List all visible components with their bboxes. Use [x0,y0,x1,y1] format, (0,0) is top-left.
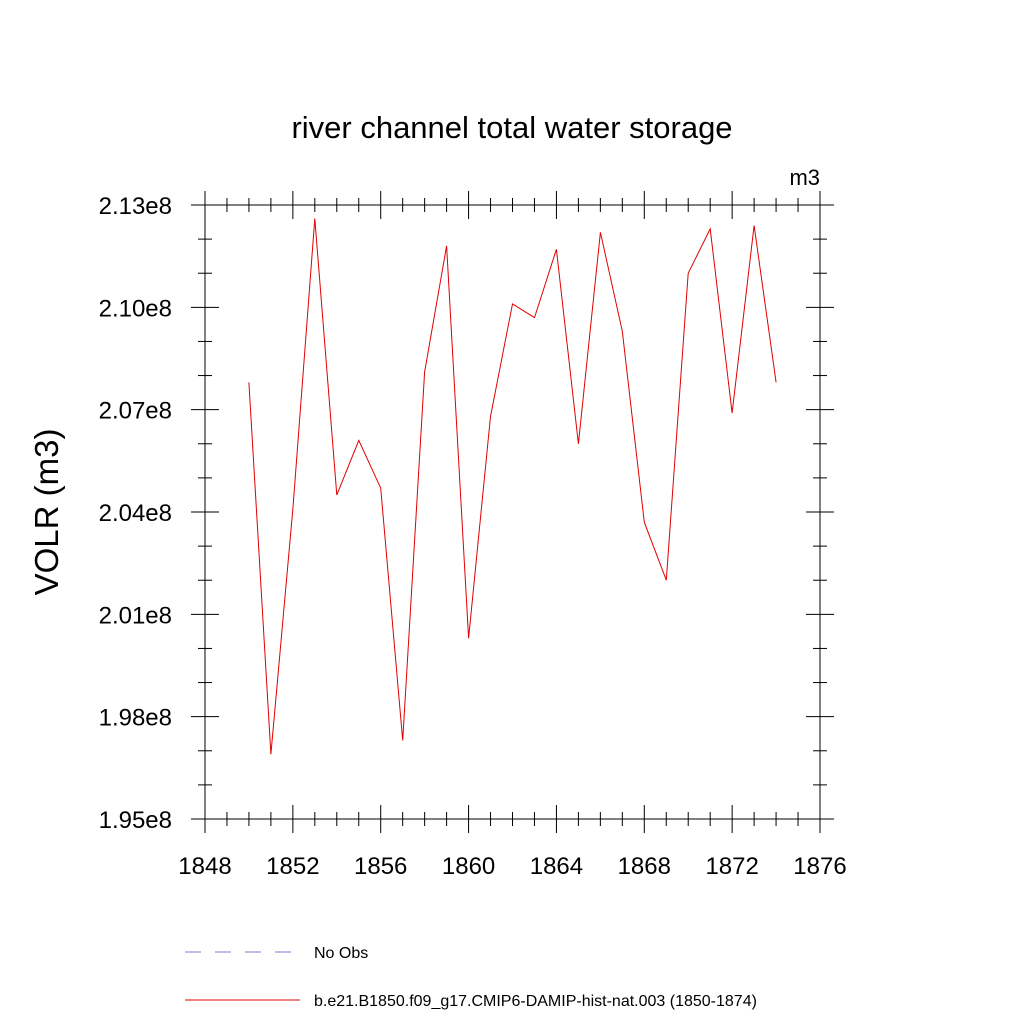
y-axis-label: VOLR (m3) [28,429,65,596]
units-label: m3 [789,165,820,190]
y-tick-label: 2.04e8 [99,500,172,527]
x-tick-label: 1848 [178,853,231,880]
legend-label-0: No Obs [314,945,368,962]
legend-label-1: b.e21.B1850.f09_g17.CMIP6-DAMIP-hist-nat… [314,993,757,1010]
chart-title: river channel total water storage [291,110,732,145]
x-tick-label: 1864 [530,853,583,880]
x-tick-label: 1876 [793,853,846,880]
series-line-1 [248,218,777,755]
x-tick-label: 1868 [618,853,671,880]
y-tick-label: 2.10e8 [99,295,172,322]
y-tick-label: 2.13e8 [99,193,172,220]
x-tick-label: 1872 [705,853,758,880]
legend: No Obs b.e21.B1850.f09_g17.CMIP6-DAMIP-hi… [185,945,757,1010]
axes [204,204,821,820]
series-lines [248,218,777,755]
y-tick-label: 2.07e8 [99,398,172,425]
y-tick-label: 2.01e8 [99,602,172,629]
y-tick-label: 1.95e8 [99,807,172,834]
x-tick-label: 1860 [442,853,495,880]
y-tick-label: 1.98e8 [99,705,172,732]
x-tick-label: 1852 [266,853,319,880]
axis-ticks: 1848 1852 1856 1860 1864 1868 1872 1876 1.95e8 1.… [99,191,847,880]
plot-frame [204,204,821,820]
x-tick-label: 1856 [354,853,407,880]
